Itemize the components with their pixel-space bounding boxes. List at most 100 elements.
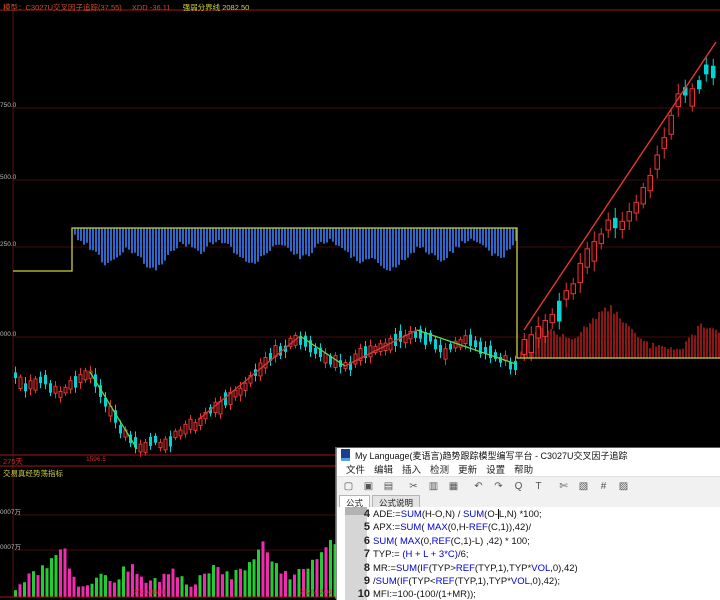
code-token: (O- [484, 509, 498, 520]
swing-low-label: 1596.5 [86, 456, 106, 463]
save-icon[interactable]: ▣ [360, 478, 377, 495]
blue-histogram-series [74, 228, 517, 271]
code-token: ( [394, 535, 400, 547]
candlestick-series-main [14, 324, 517, 457]
keyword-token: VOL [531, 562, 551, 574]
y-axis-tick-label: 000.0 [0, 331, 17, 338]
undo-icon[interactable]: ↶ [470, 478, 487, 495]
code-token: (0,H- [447, 522, 469, 534]
code-line[interactable]: 10 MFI:=100-(100/(1+MR)); [337, 588, 720, 600]
delete-icon[interactable]: ✄ [555, 478, 572, 495]
find-icon[interactable]: Q [510, 478, 527, 495]
editor-tabs: 公式 公式说明 [337, 495, 720, 508]
paste-icon[interactable]: ▦ [445, 478, 462, 495]
keyword-token: SUM [395, 562, 418, 574]
line-number-gutter [345, 507, 367, 600]
code-token: TYP:= [373, 549, 403, 561]
tab-公式[interactable]: 公式 [339, 495, 371, 508]
boundary-line-label: 强弱分界线 2082.50 [182, 3, 250, 12]
code-token: APX:= [373, 522, 401, 534]
volume-axis-tick-label: 0007万 [0, 509, 21, 516]
code-text: APX:=SUM( MAX(0,H-REF(C,1)),42)/ [373, 522, 531, 533]
date-tick-label: 2020/08/01 [133, 589, 167, 596]
menu-item-设置[interactable]: 设置 [486, 465, 506, 476]
editor-title: My Language(麦语言)趋势跟踪模型编写平台 - C3027U交叉因子追… [355, 450, 628, 461]
code-line[interactable]: 8 MR:=SUM(IF(TYP>REF(TYP,1),TYP*VOL,0),42… [337, 562, 720, 575]
keyword-token: REF [435, 576, 455, 587]
code-token: / [373, 576, 376, 587]
code-text: MFI:=100-(100/(1+MR)); [373, 589, 476, 600]
period-label: 275天 [3, 457, 24, 466]
line-number: 7 [363, 548, 370, 561]
indicator-name-label[interactable]: 交易真经势荡指标 [3, 469, 63, 478]
red-histogram-series [520, 305, 720, 358]
code-token: MR:= [373, 562, 396, 574]
tab-公式说明[interactable]: 公式说明 [372, 495, 421, 508]
code-token: (0, [420, 535, 432, 547]
keyword-token: SUM [400, 509, 422, 520]
keyword-token: REF [455, 562, 475, 574]
editor-toolbar: ▢ ▣ ▤ ✂ ▥ ▦ ↶ ↷ Q T ✄ ▧ # ▨ [337, 476, 720, 496]
editor-title-bar[interactable]: My Language(麦语言)趋势跟踪模型编写平台 - C3027U交叉因子追… [337, 448, 720, 462]
menu-item-帮助[interactable]: 帮助 [514, 465, 534, 476]
code-token: (C,1)-L) ,42) * 100; [450, 535, 530, 547]
trend-lines [89, 41, 717, 450]
volume-series [14, 540, 341, 597]
code-token: ( [396, 576, 400, 587]
code-token: (C,1)),42)/ [487, 522, 532, 534]
code-token: (TYP,1),TYP* [474, 562, 532, 574]
y-axis-tick-label: 500.0 [0, 174, 17, 181]
redo-icon[interactable]: ↷ [490, 478, 507, 495]
code-text: MR:=SUM(IF(TYP>REF(TYP,1),TYP*VOL,0),42) [373, 563, 578, 574]
keyword-token: (H + L + 3*C) [402, 549, 458, 561]
code-line[interactable]: 7 TYP:= (H + L + 3*C)/6; [337, 548, 720, 561]
code-line[interactable]: 4 ADE:=SUM(H-O,N) / SUM(O-L,N) *100; [337, 508, 720, 521]
report-icon[interactable]: ▨ [615, 478, 632, 495]
text-caret [497, 509, 499, 520]
line-number: 8 [363, 561, 370, 574]
gutter-knob [345, 507, 367, 515]
font-icon[interactable]: T [530, 478, 547, 495]
menu-item-编辑[interactable]: 编辑 [374, 465, 394, 476]
y-axis-tick-label: 250.0 [0, 241, 17, 248]
menu-item-插入[interactable]: 插入 [402, 465, 422, 476]
code-token: (TYP< [408, 576, 436, 587]
xdd-value: XDD -36.11 [131, 3, 171, 12]
code-token: ,0),42) [550, 562, 578, 574]
formula-editor-window: My Language(麦语言)趋势跟踪模型编写平台 - C3027U交叉因子追… [336, 448, 720, 600]
cut-icon[interactable]: ✂ [405, 478, 422, 495]
app-logo-icon [341, 449, 350, 461]
print-icon[interactable]: ▤ [380, 478, 397, 495]
line-number: 5 [363, 521, 370, 534]
new-file-icon[interactable]: ▢ [340, 478, 357, 495]
code-token: ,0),42); [529, 576, 561, 587]
code-text: TYP:= (H + L + 3*C)/6; [373, 549, 469, 560]
keyword-token: REF [468, 522, 488, 534]
insert-doc-icon[interactable]: ▧ [575, 478, 592, 495]
keyword-token: SUM [400, 522, 422, 534]
code-token: ADE:= [373, 509, 401, 520]
keyword-token: SUM [463, 509, 485, 520]
menu-item-检测[interactable]: 检测 [430, 465, 450, 476]
keyword-token: MAX [399, 535, 421, 547]
line-number: 10 [357, 588, 370, 600]
copy-icon[interactable]: ▥ [425, 478, 442, 495]
keyword-token: REF [431, 535, 451, 547]
date-tick-label: 2020/12/01 [299, 589, 333, 596]
code-token: ( [421, 522, 428, 534]
boundary-step-line [13, 227, 720, 359]
insert-function-icon[interactable]: # [595, 478, 612, 495]
code-token: (H-O,N) / [421, 509, 464, 520]
line-number: 6 [363, 534, 370, 547]
keyword-token: IF [399, 576, 409, 587]
code-line[interactable]: 6 SUM( MAX(0,REF(C,1)-L) ,42) * 100; [337, 535, 720, 548]
code-token: /6; [457, 549, 469, 561]
menu-item-更新[interactable]: 更新 [458, 465, 478, 476]
editor-menu-bar: 文件 编辑 插入 检测 更新 设置 帮助 [337, 462, 720, 476]
candlestick-series-right [521, 57, 716, 362]
code-line[interactable]: 5 APX:=SUM( MAX(0,H-REF(C,1)),42)/ [337, 521, 720, 534]
code-line[interactable]: 9/SUM(IF(TYP<REF(TYP,1),TYP*VOL,0),42); [337, 575, 720, 588]
menu-item-文件[interactable]: 文件 [346, 465, 366, 476]
